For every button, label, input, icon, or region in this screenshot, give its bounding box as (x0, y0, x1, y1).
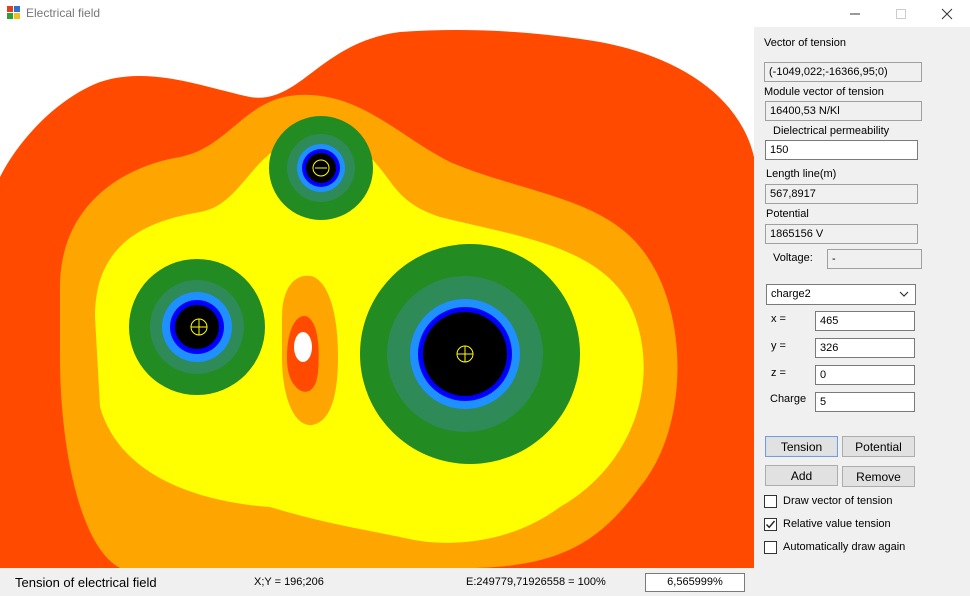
permeability-label: Dielectrical permeability (773, 125, 890, 137)
app-icon (7, 6, 20, 19)
status-percent-field[interactable]: 6,565999% (645, 573, 745, 592)
window-title: Electrical field (26, 6, 101, 20)
potential-button[interactable]: Potential (842, 436, 915, 457)
voltage-label: Voltage: (773, 252, 813, 264)
voltage-field[interactable]: - (827, 249, 922, 269)
plus-icon (456, 345, 474, 363)
auto-draw-checkbox[interactable] (764, 541, 777, 554)
vector-field[interactable]: (-1049,022;-16366,95;0) (764, 62, 922, 82)
permeability-input[interactable]: 150 (765, 140, 918, 160)
status-mode-title: Tension of electrical field (15, 575, 157, 590)
x-input[interactable]: 465 (815, 311, 915, 331)
checkmark-icon (765, 520, 776, 529)
potential-field[interactable]: 1865156 V (765, 224, 918, 244)
plus-icon (190, 318, 208, 336)
potential-label: Potential (766, 208, 809, 220)
z-input[interactable]: 0 (815, 365, 915, 385)
charge-input[interactable]: 5 (815, 392, 915, 412)
module-field[interactable]: 16400,53 N/Kl (765, 101, 922, 121)
status-coordinates: X;Y = 196;206 (254, 576, 324, 588)
vector-label: Vector of tension (764, 37, 846, 49)
close-icon (941, 8, 953, 19)
tension-button[interactable]: Tension (765, 436, 838, 457)
field-island-center (294, 332, 312, 362)
status-bar: Tension of electrical field X;Y = 196;20… (0, 568, 970, 596)
minimize-icon (850, 13, 860, 14)
length-label: Length line(m) (766, 168, 837, 180)
relative-value-label: Relative value tension (783, 518, 891, 530)
control-panel: Vector of tension (-1049,022;-16366,95;0… (754, 27, 970, 568)
charge-select-value: charge2 (771, 288, 811, 300)
title-bar: Electrical field (0, 0, 970, 27)
y-input[interactable]: 326 (815, 338, 915, 358)
draw-vector-checkbox[interactable] (764, 495, 777, 508)
charge-label: Charge (770, 393, 807, 405)
minus-icon (312, 159, 330, 177)
field-canvas[interactable] (0, 27, 754, 568)
add-button[interactable]: Add (765, 465, 838, 486)
charge-select[interactable]: charge2 (766, 284, 916, 305)
draw-vector-label: Draw vector of tension (783, 495, 893, 507)
maximize-icon (896, 8, 906, 19)
close-button[interactable] (924, 0, 970, 27)
x-label: x = (771, 313, 786, 325)
chevron-down-icon (899, 291, 909, 297)
minimize-button[interactable] (832, 0, 878, 27)
relative-value-checkbox[interactable] (764, 518, 777, 531)
length-field[interactable]: 567,8917 (765, 184, 918, 204)
module-label: Module vector of tension (764, 86, 884, 98)
z-label: z = (771, 367, 786, 379)
auto-draw-label: Automatically draw again (783, 541, 906, 553)
status-energy: E:249779,71926558 = 100% (466, 576, 606, 588)
maximize-button[interactable] (878, 0, 924, 27)
y-label: y = (771, 340, 786, 352)
remove-button[interactable]: Remove (842, 466, 915, 487)
